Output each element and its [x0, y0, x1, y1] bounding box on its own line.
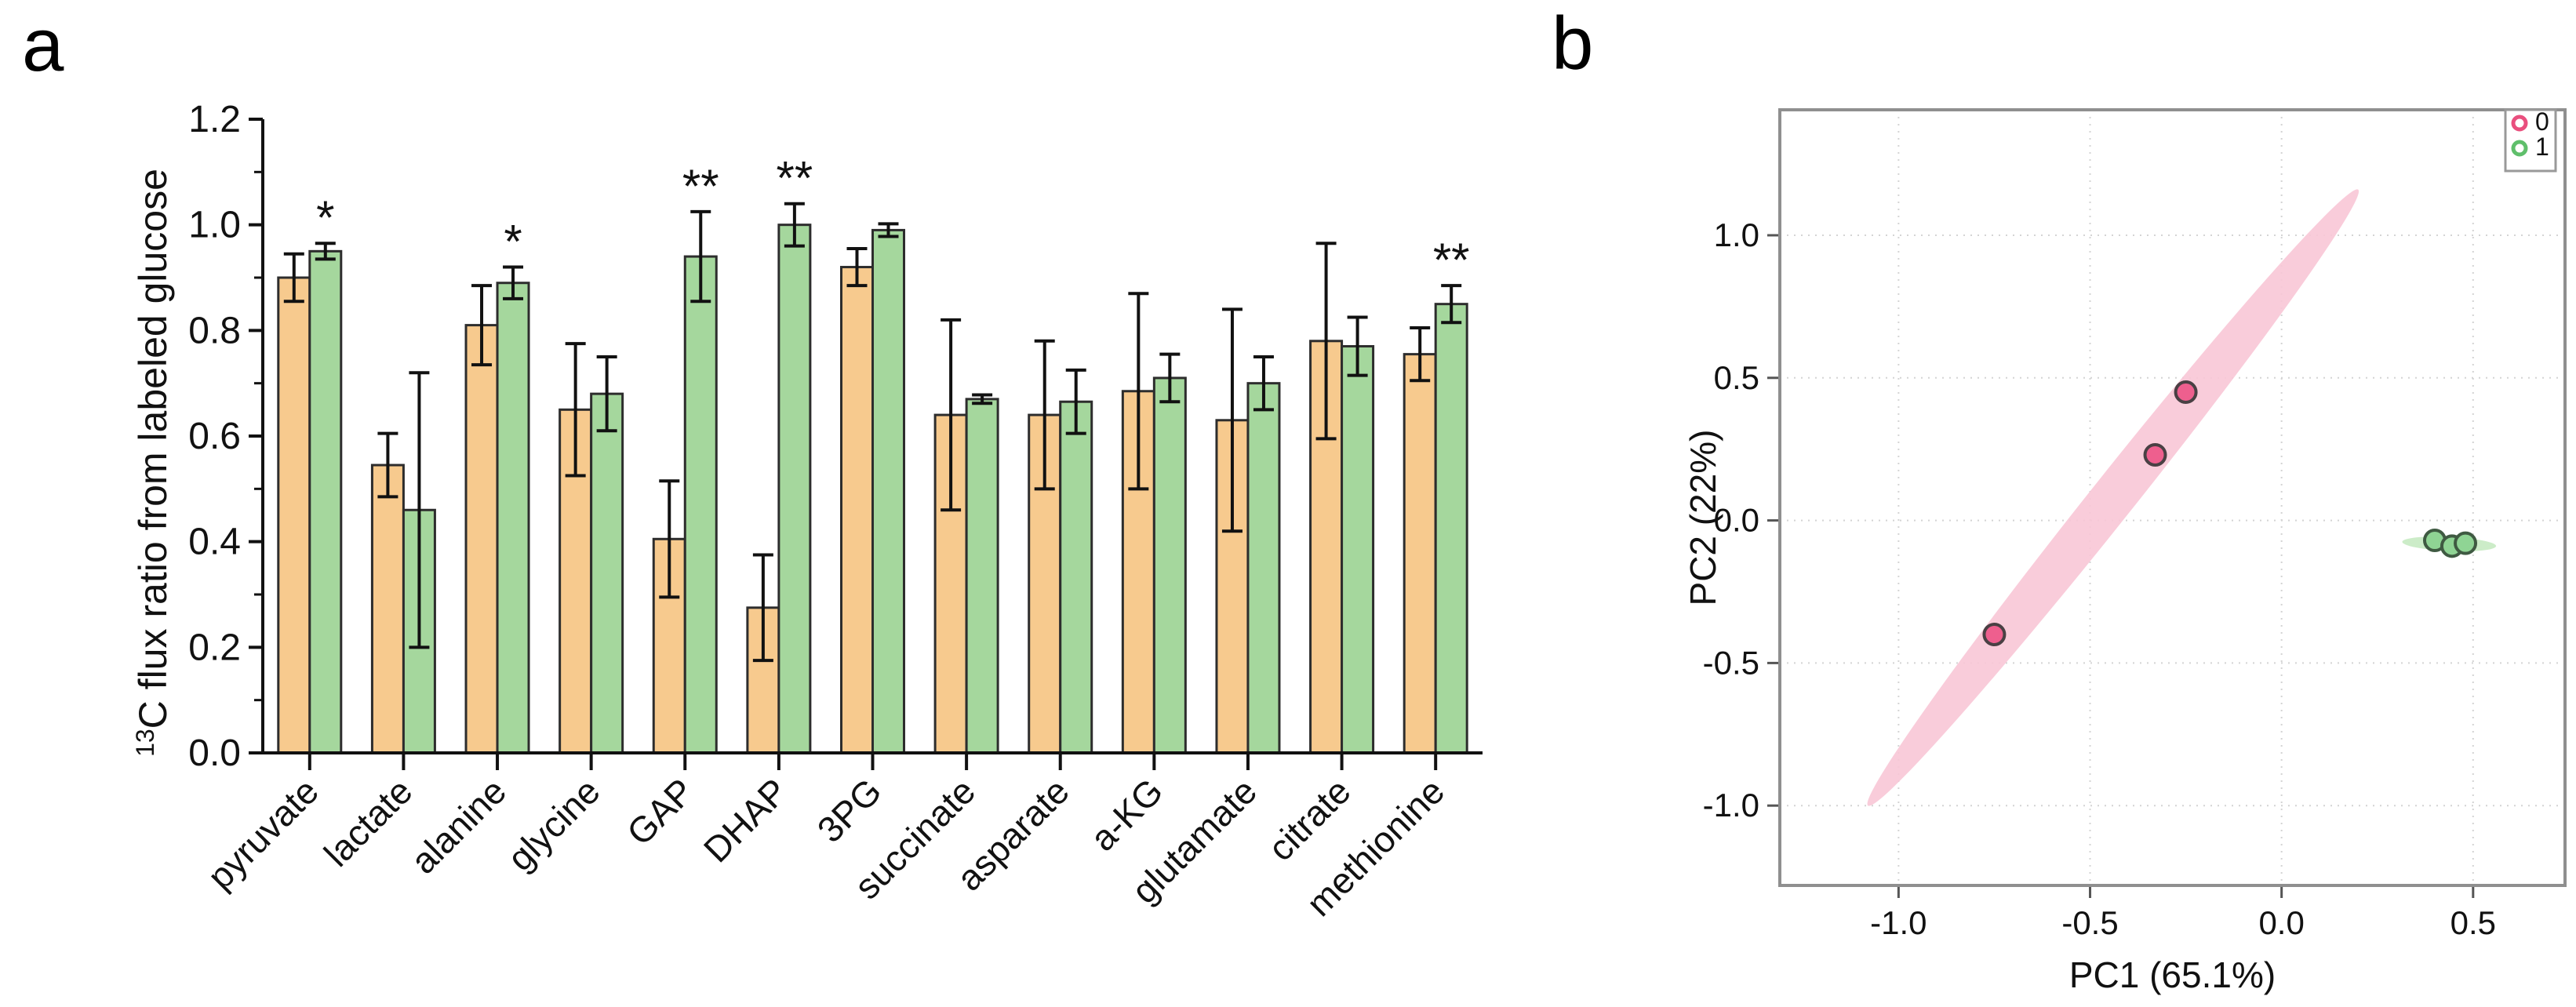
y-tick-label-1.0: 1.0	[188, 205, 241, 246]
y-tick-label-0.8: 0.8	[188, 310, 241, 351]
pca-scatter-panel-b: -1.0 -0.5 0.0 0.5 1.0 0.5 0.0 -0.5 -1.0 01 PC1 (65…	[1683, 107, 2567, 995]
error-bar-alanine-0	[471, 284, 493, 367]
y-tick-label-0.4: 0.4	[188, 522, 241, 563]
y-tick-label--0.5: -0.5	[1703, 644, 1759, 681]
bar-alanine-0	[464, 324, 499, 754]
error-bar-a-KG-1	[1159, 352, 1181, 404]
bar-alanine-1	[496, 282, 530, 754]
x-tick-label-alanine: alanine	[402, 770, 514, 882]
x-tick-label-0.0: 0.0	[2258, 904, 2304, 941]
x-tick-label-DHAP: DHAP	[696, 770, 795, 870]
significance-star-methionine: **	[1433, 234, 1470, 286]
error-bar-GAP-1	[690, 209, 711, 304]
error-bar-glycine-0	[565, 342, 586, 478]
error-bar-citrate-0	[1315, 242, 1337, 441]
y-tick-label-1.2: 1.2	[188, 99, 241, 140]
x-tick-label-GAP: GAP	[619, 770, 701, 852]
error-bar-lactate-1	[409, 371, 430, 649]
error-bar-pyruvate-0	[283, 252, 304, 304]
x-tick-label-a-KG: a-KG	[1082, 770, 1171, 859]
x-tick-label-lactate: lactate	[316, 770, 420, 874]
legend-marker-0	[2511, 115, 2528, 132]
error-bar-3PG-1	[878, 222, 899, 238]
data-point-group1-2	[2454, 531, 2478, 555]
x-tick-label-glycine: glycine	[500, 770, 608, 878]
x-tick-label-0.5: 0.5	[2450, 904, 2496, 941]
error-bar-methionine-1	[1441, 284, 1462, 325]
bar-GAP-1	[683, 255, 718, 754]
legend-box	[2504, 108, 2557, 173]
data-point-group0-0	[1982, 623, 2007, 647]
error-bar-methionine-0	[1410, 325, 1431, 383]
bar-citrate-1	[1341, 345, 1375, 754]
confidence-ellipse-0	[1867, 189, 2360, 806]
error-bar-asparate-0	[1034, 339, 1055, 491]
significance-star-pyruvate: *	[316, 191, 334, 244]
legend-marker-1	[2511, 140, 2528, 157]
data-point-group0-1	[2143, 442, 2167, 467]
x-tick-label--1.0: -1.0	[1870, 904, 1927, 941]
significance-star-GAP: **	[682, 160, 719, 213]
x-tick-label--0.5: -0.5	[2061, 904, 2118, 941]
bar-pyruvate-0	[277, 276, 311, 754]
bar-glycine-1	[590, 392, 624, 754]
bar-asparate-1	[1059, 400, 1093, 754]
error-bar-glutamate-1	[1253, 355, 1274, 412]
legend-label-0: 0	[2535, 107, 2549, 136]
error-bar-a-KG-0	[1128, 292, 1149, 491]
y-axis-title: 13C flux ratio from labeled glucose	[131, 169, 175, 757]
y-axis-title: PC2 (22%)	[1683, 430, 1723, 606]
error-bar-lactate-0	[377, 431, 398, 499]
error-bar-3PG-0	[846, 246, 868, 288]
panel-a-label: a	[22, 3, 64, 87]
error-bar-DHAP-1	[784, 202, 805, 248]
significance-star-alanine: *	[504, 216, 522, 268]
legend-label-1: 1	[2535, 133, 2549, 161]
x-axis-title: PC1 (65.1%)	[2069, 954, 2276, 995]
error-bar-alanine-1	[503, 265, 524, 300]
bar-3PG-1	[871, 228, 905, 754]
error-bar-citrate-1	[1347, 315, 1368, 377]
bar-lactate-0	[370, 464, 405, 754]
y-tick-label-0.2: 0.2	[188, 627, 241, 668]
significance-star-DHAP: **	[777, 152, 813, 205]
error-bar-DHAP-0	[752, 553, 773, 663]
error-bar-succinate-0	[941, 318, 962, 512]
x-tick-label-pyruvate: pyruvate	[199, 770, 326, 897]
bar-pyruvate-1	[308, 249, 343, 754]
bar-a-KG-1	[1152, 376, 1187, 754]
bar-methionine-1	[1434, 303, 1468, 754]
error-bar-glycine-1	[596, 355, 617, 433]
error-bar-GAP-0	[659, 479, 680, 599]
y-tick-label-0.6: 0.6	[188, 416, 241, 457]
bar-methionine-0	[1403, 353, 1437, 754]
y-tick-label-1.0: 1.0	[1714, 216, 1759, 253]
y-tick-label--1.0: -1.0	[1703, 787, 1759, 823]
y-tick-label-0.0: 0.0	[1714, 502, 1759, 539]
x-tick-label-3PG: 3PG	[810, 770, 890, 850]
error-bar-glutamate-0	[1221, 307, 1243, 533]
bar-DHAP-1	[777, 224, 812, 754]
bar-3PG-0	[840, 266, 874, 754]
error-bar-asparate-1	[1065, 368, 1086, 435]
data-point-group0-2	[2174, 380, 2198, 404]
bar-glutamate-1	[1246, 382, 1281, 754]
bar-succinate-1	[965, 398, 999, 754]
plot-frame	[1778, 108, 2567, 887]
y-tick-label-0.5: 0.5	[1714, 359, 1759, 396]
y-tick-label-0.0: 0.0	[188, 733, 241, 774]
error-bar-pyruvate-1	[315, 242, 336, 261]
panel-b-label: b	[1552, 2, 1594, 85]
error-bar-succinate-1	[972, 393, 993, 405]
